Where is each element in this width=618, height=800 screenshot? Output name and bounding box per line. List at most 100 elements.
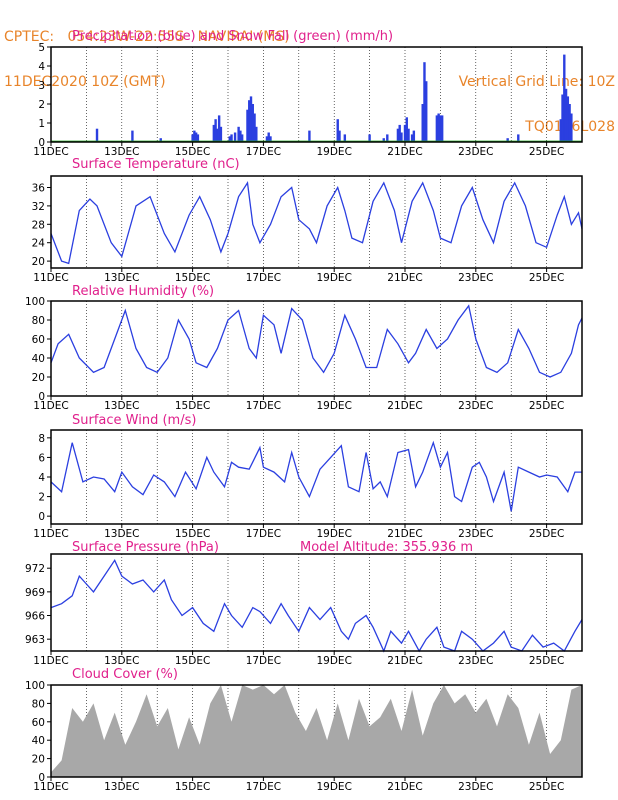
precip-bar [410,134,414,142]
precip-bar [246,109,249,142]
precip-xtick-label: 19DEC [316,146,351,158]
precip-bar [265,136,269,142]
precip-bar [412,130,416,142]
cloud-xtick-label: 19DEC [316,781,351,793]
rh-ytick-label: 0 [38,391,45,403]
wind-xtick-label: 15DEC [175,528,210,540]
wind-ytick-label: 4 [38,472,45,484]
precip-bar [437,113,440,142]
wind-xtick-label: 25DEC [529,528,564,540]
wind-title: Surface Wind (m/s) [72,413,196,428]
pressure-xtick-label: 23DEC [458,655,493,667]
cloud-ytick-label: 100 [25,680,45,692]
precip-bar [217,115,221,142]
precip-bar [193,130,196,142]
precip-bar [517,134,520,142]
cloud-area [51,685,582,777]
cloud-ytick-label: 60 [32,717,45,729]
cloud-ytick-label: 0 [38,772,45,784]
precip-bar [386,134,389,142]
precip-bar [219,126,223,142]
temp-line [50,181,583,265]
temp-panel: 20 24 28 32 36 11DEC 13DEC 15DEC 17DEC 19DEC 21DEC… [32,157,583,284]
precip-frame [50,46,583,143]
temp-xtick-label: 11DEC [33,272,68,284]
precip-bar [400,132,403,142]
rh-ytick-label: 40 [32,353,45,365]
precip-bar [255,126,258,142]
cloud-xtick-label: 15DEC [175,781,210,793]
precip-xtick-label: 25DEC [529,146,564,158]
header-grid-line: Vertical Grid Line: 10Z [458,74,615,90]
pressure-xtick-label: 11DEC [33,655,68,667]
precip-ytick-label: 2 [38,99,45,111]
precip-bar [249,96,253,142]
precip-bar [563,54,566,142]
rh-xtick-label: 21DEC [387,400,422,412]
precip-bar [368,134,371,142]
precip-bar [194,132,198,142]
cloud-xtick-label: 23DEC [458,781,493,793]
pressure-title: Surface Pressure (hPa) [72,540,219,555]
precip-bar [216,128,219,142]
precip-bar [240,134,244,142]
precip-bar [248,100,251,142]
temp-xtick-label: 13DEC [104,272,139,284]
temp-xtick-label: 17DEC [246,272,281,284]
precip-bar [403,124,407,142]
precip-bar [425,81,428,142]
rh-xtick-label: 15DEC [175,400,210,412]
pressure-frame [50,553,583,652]
cloud-xtick-label: 13DEC [104,781,139,793]
temp-title: Surface Temperature (nC) [72,157,240,172]
precip-bar [439,115,442,142]
precip-bar [212,124,216,142]
precip-bar [382,138,385,142]
pressure-xtick-label: 19DEC [316,655,351,667]
precip-bar [159,138,162,142]
wind-xtick-label: 23DEC [458,528,493,540]
precip-bar [396,128,400,142]
precip-bar [570,113,573,142]
temp-xtick-label: 25DEC [529,272,564,284]
precip-bar [230,134,233,142]
wind-xtick-label: 19DEC [316,528,351,540]
temp-frame [50,175,583,269]
wind-ytick-label: 0 [38,511,45,523]
cloud-xtick-label: 17DEC [246,781,281,793]
cloud-xtick-label: 25DEC [529,781,564,793]
wind-ytick-label: 6 [38,452,45,464]
rh-line [50,304,583,378]
cloud-xtick-label: 21DEC [387,781,422,793]
precip-title: Precipitation (blue) and Snow Fall (gree… [72,29,393,44]
pressure-ytick-label: 969 [25,587,45,599]
precip-ytick-label: 1 [38,118,45,130]
rh-ytick-label: 80 [32,315,45,327]
cloud-panel: 0 20 40 60 80 100 11DEC 13DEC 15DEC 17DEC 19DEC 21D… [25,667,583,793]
precip-bar [343,134,347,142]
rh-xtick-label: 13DEC [104,400,139,412]
temp-ytick-label: 36 [32,183,46,195]
wind-panel: 0 2 4 6 8 11DEC 13DEC 15DEC 17DEC 19DEC 21DEC 23DEC… [33,413,583,540]
precip-xtick-label: 21DEC [387,146,422,158]
precip-bar [559,119,562,142]
rh-xtick-label: 23DEC [458,400,493,412]
precip-bar [407,128,410,142]
cloud-xtick-label: 11DEC [33,781,68,793]
temp-xtick-label: 23DEC [458,272,493,284]
rh-ytick-label: 20 [32,372,45,384]
wind-xtick-label: 11DEC [33,528,68,540]
precip-xtick-label: 15DEC [175,146,210,158]
temp-xtick-label: 19DEC [316,272,351,284]
precip-bar [196,134,200,142]
pressure-ytick-label: 963 [25,634,45,646]
header-location: CPTEC: 054:23W-22:55S NAVIRAI (MS) [4,29,290,45]
precip-bar [421,104,424,142]
precip-bar [440,115,444,142]
precip-panel: 0 1 2 3 4 5 11DEC 13DEC 15DEC 17DEC 19DEC 21DEC 23DE… [33,29,583,158]
pressure-xtick-label: 13DEC [104,655,139,667]
temp-xtick-label: 21DEC [387,272,422,284]
pressure-line [50,558,583,653]
precip-xtick-label: 17DEC [246,146,281,158]
